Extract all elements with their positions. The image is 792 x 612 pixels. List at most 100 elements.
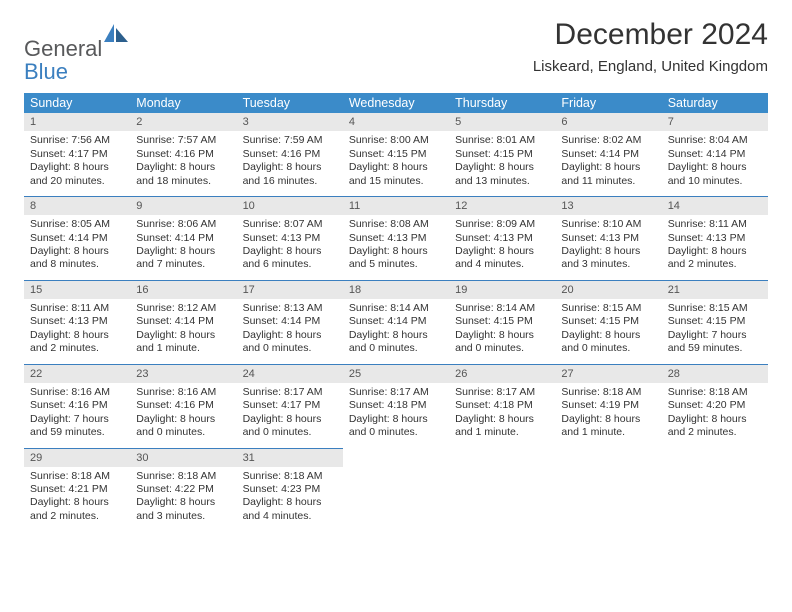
sunrise-text: Sunrise: 8:00 AM bbox=[349, 134, 443, 147]
sunrise-text: Sunrise: 7:56 AM bbox=[30, 134, 124, 147]
day-body: Sunrise: 8:10 AMSunset: 4:13 PMDaylight:… bbox=[555, 215, 661, 280]
sunset-text: Sunset: 4:17 PM bbox=[30, 148, 124, 161]
sunset-text: Sunset: 4:15 PM bbox=[561, 315, 655, 328]
sunrise-text: Sunrise: 8:18 AM bbox=[668, 386, 762, 399]
day-number: 8 bbox=[24, 197, 130, 215]
day-number: 26 bbox=[449, 365, 555, 383]
calendar-week-row: 22Sunrise: 8:16 AMSunset: 4:16 PMDayligh… bbox=[24, 364, 768, 448]
sunset-text: Sunset: 4:14 PM bbox=[561, 148, 655, 161]
calendar-day-cell bbox=[343, 448, 449, 531]
day-body: Sunrise: 8:15 AMSunset: 4:15 PMDaylight:… bbox=[662, 299, 768, 364]
sunrise-text: Sunrise: 8:18 AM bbox=[561, 386, 655, 399]
daylight-text: Daylight: 8 hours and 20 minutes. bbox=[30, 161, 124, 188]
sunset-text: Sunset: 4:13 PM bbox=[455, 232, 549, 245]
calendar-week-row: 8Sunrise: 8:05 AMSunset: 4:14 PMDaylight… bbox=[24, 197, 768, 281]
daylight-text: Daylight: 8 hours and 1 minute. bbox=[136, 329, 230, 356]
logo-word2: Blue bbox=[24, 59, 68, 84]
day-body: Sunrise: 7:57 AMSunset: 4:16 PMDaylight:… bbox=[130, 131, 236, 196]
calendar-day-cell: 19Sunrise: 8:14 AMSunset: 4:15 PMDayligh… bbox=[449, 280, 555, 364]
sunrise-text: Sunrise: 7:57 AM bbox=[136, 134, 230, 147]
day-body: Sunrise: 8:17 AMSunset: 4:18 PMDaylight:… bbox=[449, 383, 555, 448]
day-body: Sunrise: 8:18 AMSunset: 4:20 PMDaylight:… bbox=[662, 383, 768, 448]
sunset-text: Sunset: 4:22 PM bbox=[136, 483, 230, 496]
sunset-text: Sunset: 4:18 PM bbox=[455, 399, 549, 412]
sunrise-text: Sunrise: 8:16 AM bbox=[136, 386, 230, 399]
calendar-day-cell: 13Sunrise: 8:10 AMSunset: 4:13 PMDayligh… bbox=[555, 197, 661, 281]
calendar-day-cell: 21Sunrise: 8:15 AMSunset: 4:15 PMDayligh… bbox=[662, 280, 768, 364]
sunrise-text: Sunrise: 8:05 AM bbox=[30, 218, 124, 231]
logo-sail-icon bbox=[104, 24, 128, 42]
daylight-text: Daylight: 8 hours and 0 minutes. bbox=[455, 329, 549, 356]
daylight-text: Daylight: 8 hours and 1 minute. bbox=[561, 413, 655, 440]
weekday-header: Friday bbox=[555, 93, 661, 113]
sunrise-text: Sunrise: 8:18 AM bbox=[136, 470, 230, 483]
logo-word1: General bbox=[24, 36, 102, 61]
sunset-text: Sunset: 4:20 PM bbox=[668, 399, 762, 412]
day-number: 21 bbox=[662, 281, 768, 299]
day-body: Sunrise: 8:00 AMSunset: 4:15 PMDaylight:… bbox=[343, 131, 449, 196]
day-body: Sunrise: 8:09 AMSunset: 4:13 PMDaylight:… bbox=[449, 215, 555, 280]
calendar-day-cell: 22Sunrise: 8:16 AMSunset: 4:16 PMDayligh… bbox=[24, 364, 130, 448]
sunset-text: Sunset: 4:14 PM bbox=[243, 315, 337, 328]
day-body: Sunrise: 8:11 AMSunset: 4:13 PMDaylight:… bbox=[24, 299, 130, 364]
calendar-day-cell: 26Sunrise: 8:17 AMSunset: 4:18 PMDayligh… bbox=[449, 364, 555, 448]
calendar-day-cell: 18Sunrise: 8:14 AMSunset: 4:14 PMDayligh… bbox=[343, 280, 449, 364]
daylight-text: Daylight: 8 hours and 0 minutes. bbox=[349, 413, 443, 440]
day-number: 25 bbox=[343, 365, 449, 383]
calendar-day-cell: 8Sunrise: 8:05 AMSunset: 4:14 PMDaylight… bbox=[24, 197, 130, 281]
calendar-day-cell: 15Sunrise: 8:11 AMSunset: 4:13 PMDayligh… bbox=[24, 280, 130, 364]
calendar-day-cell: 23Sunrise: 8:16 AMSunset: 4:16 PMDayligh… bbox=[130, 364, 236, 448]
sunrise-text: Sunrise: 8:17 AM bbox=[349, 386, 443, 399]
sunset-text: Sunset: 4:16 PM bbox=[136, 399, 230, 412]
day-body: Sunrise: 7:59 AMSunset: 4:16 PMDaylight:… bbox=[237, 131, 343, 196]
sunrise-text: Sunrise: 8:06 AM bbox=[136, 218, 230, 231]
daylight-text: Daylight: 8 hours and 2 minutes. bbox=[30, 329, 124, 356]
day-number: 2 bbox=[130, 113, 236, 131]
day-number: 28 bbox=[662, 365, 768, 383]
day-number: 18 bbox=[343, 281, 449, 299]
calendar-day-cell: 3Sunrise: 7:59 AMSunset: 4:16 PMDaylight… bbox=[237, 113, 343, 196]
sunset-text: Sunset: 4:13 PM bbox=[561, 232, 655, 245]
day-body: Sunrise: 8:04 AMSunset: 4:14 PMDaylight:… bbox=[662, 131, 768, 196]
day-body: Sunrise: 8:14 AMSunset: 4:14 PMDaylight:… bbox=[343, 299, 449, 364]
day-number: 16 bbox=[130, 281, 236, 299]
day-number: 24 bbox=[237, 365, 343, 383]
daylight-text: Daylight: 8 hours and 0 minutes. bbox=[349, 329, 443, 356]
day-number: 15 bbox=[24, 281, 130, 299]
calendar-body: 1Sunrise: 7:56 AMSunset: 4:17 PMDaylight… bbox=[24, 113, 768, 531]
day-body: Sunrise: 8:12 AMSunset: 4:14 PMDaylight:… bbox=[130, 299, 236, 364]
weekday-header: Wednesday bbox=[343, 93, 449, 113]
calendar-day-cell: 1Sunrise: 7:56 AMSunset: 4:17 PMDaylight… bbox=[24, 113, 130, 196]
daylight-text: Daylight: 8 hours and 8 minutes. bbox=[30, 245, 124, 272]
day-body: Sunrise: 8:18 AMSunset: 4:21 PMDaylight:… bbox=[24, 467, 130, 532]
sunset-text: Sunset: 4:15 PM bbox=[455, 148, 549, 161]
sunset-text: Sunset: 4:14 PM bbox=[349, 315, 443, 328]
calendar-day-cell: 4Sunrise: 8:00 AMSunset: 4:15 PMDaylight… bbox=[343, 113, 449, 196]
sunset-text: Sunset: 4:15 PM bbox=[455, 315, 549, 328]
day-body: Sunrise: 7:56 AMSunset: 4:17 PMDaylight:… bbox=[24, 131, 130, 196]
day-number: 27 bbox=[555, 365, 661, 383]
calendar-day-cell: 12Sunrise: 8:09 AMSunset: 4:13 PMDayligh… bbox=[449, 197, 555, 281]
calendar-day-cell: 29Sunrise: 8:18 AMSunset: 4:21 PMDayligh… bbox=[24, 448, 130, 531]
daylight-text: Daylight: 7 hours and 59 minutes. bbox=[668, 329, 762, 356]
calendar-week-row: 1Sunrise: 7:56 AMSunset: 4:17 PMDaylight… bbox=[24, 113, 768, 196]
sunset-text: Sunset: 4:16 PM bbox=[136, 148, 230, 161]
sunrise-text: Sunrise: 8:09 AM bbox=[455, 218, 549, 231]
daylight-text: Daylight: 8 hours and 11 minutes. bbox=[561, 161, 655, 188]
sunrise-text: Sunrise: 8:07 AM bbox=[243, 218, 337, 231]
daylight-text: Daylight: 8 hours and 0 minutes. bbox=[136, 413, 230, 440]
day-body: Sunrise: 8:02 AMSunset: 4:14 PMDaylight:… bbox=[555, 131, 661, 196]
daylight-text: Daylight: 8 hours and 0 minutes. bbox=[243, 413, 337, 440]
sunrise-text: Sunrise: 8:18 AM bbox=[30, 470, 124, 483]
sunrise-text: Sunrise: 8:14 AM bbox=[349, 302, 443, 315]
daylight-text: Daylight: 8 hours and 18 minutes. bbox=[136, 161, 230, 188]
calendar-day-cell: 10Sunrise: 8:07 AMSunset: 4:13 PMDayligh… bbox=[237, 197, 343, 281]
day-number: 3 bbox=[237, 113, 343, 131]
sunrise-text: Sunrise: 8:15 AM bbox=[561, 302, 655, 315]
calendar-day-cell bbox=[662, 448, 768, 531]
daylight-text: Daylight: 8 hours and 1 minute. bbox=[455, 413, 549, 440]
weekday-header: Thursday bbox=[449, 93, 555, 113]
sunrise-text: Sunrise: 8:02 AM bbox=[561, 134, 655, 147]
daylight-text: Daylight: 8 hours and 7 minutes. bbox=[136, 245, 230, 272]
day-body: Sunrise: 8:01 AMSunset: 4:15 PMDaylight:… bbox=[449, 131, 555, 196]
